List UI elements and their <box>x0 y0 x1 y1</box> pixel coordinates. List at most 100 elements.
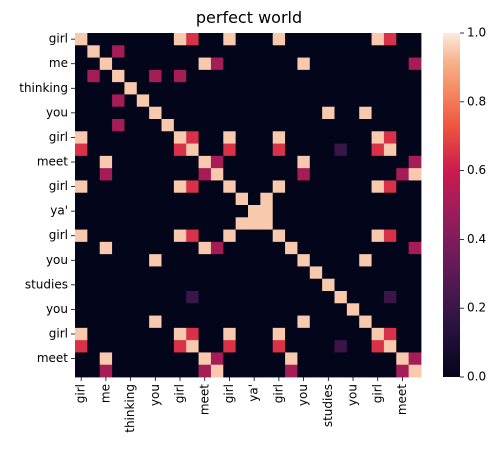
heatmap-cell <box>112 229 125 243</box>
heatmap-cell <box>322 131 335 144</box>
heatmap-cell <box>173 69 187 83</box>
heatmap-cell <box>210 254 224 267</box>
heatmap-cell <box>112 266 125 280</box>
heatmap-cell <box>198 106 212 120</box>
heatmap-cell <box>235 352 249 366</box>
heatmap-cell <box>75 278 88 292</box>
y-tick-label: girl <box>49 228 68 242</box>
heatmap-cell <box>248 155 261 169</box>
heatmap-cell <box>223 340 237 353</box>
heatmap-cell <box>124 94 138 108</box>
heatmap-cell <box>297 143 311 157</box>
heatmap-cell <box>322 192 335 206</box>
heatmap-cell <box>99 94 113 108</box>
heatmap-cell <box>383 205 397 218</box>
heatmap-cell <box>309 327 323 341</box>
heatmap-cell <box>260 205 274 218</box>
heatmap-cell <box>75 69 88 83</box>
heatmap-cell <box>272 33 286 46</box>
heatmap-cell <box>260 131 274 144</box>
heatmap-cell <box>371 229 385 243</box>
heatmap-cell <box>297 82 311 95</box>
heatmap-cell <box>359 119 372 132</box>
heatmap-cell <box>136 57 150 71</box>
colorbar-gradient <box>443 33 460 377</box>
heatmap-cell <box>173 33 187 46</box>
heatmap-cell <box>124 340 138 353</box>
heatmap-cell <box>75 82 88 95</box>
heatmap-cell <box>186 180 199 194</box>
heatmap-cell <box>210 192 224 206</box>
heatmap-cell <box>124 143 138 157</box>
heatmap-cell <box>371 303 385 316</box>
heatmap-cell <box>210 266 224 280</box>
heatmap-cell <box>99 205 113 218</box>
heatmap-cell <box>334 291 348 304</box>
heatmap-cell <box>124 364 138 378</box>
heatmap-cell <box>248 82 261 95</box>
heatmap-cell <box>186 57 199 71</box>
heatmap-cell <box>272 143 286 157</box>
heatmap-cell <box>285 119 298 132</box>
x-tick-label: girl <box>271 384 285 403</box>
heatmap-cell <box>235 254 249 267</box>
heatmap-cell <box>272 45 286 58</box>
heatmap-cell <box>223 303 237 316</box>
heatmap-cell <box>198 291 212 304</box>
heatmap-cell <box>124 180 138 194</box>
heatmap-cell <box>99 192 113 206</box>
heatmap-cell <box>112 180 125 194</box>
heatmap-cell <box>87 352 101 366</box>
heatmap-cell <box>210 45 224 58</box>
heatmap-cell <box>359 131 372 144</box>
heatmap-cell <box>99 303 113 316</box>
heatmap-cell <box>186 155 199 169</box>
heatmap-cell <box>272 315 286 329</box>
heatmap-cell <box>99 57 113 71</box>
heatmap-cell <box>383 119 397 132</box>
heatmap-cell <box>112 254 125 267</box>
heatmap-cell <box>186 119 199 132</box>
heatmap-cell <box>309 303 323 316</box>
heatmap-cell <box>272 119 286 132</box>
heatmap-cell <box>309 33 323 46</box>
heatmap-cell <box>223 82 237 95</box>
heatmap-cell <box>322 241 335 255</box>
heatmap-cell <box>124 57 138 71</box>
heatmap-cell <box>112 327 125 341</box>
heatmap-cell <box>99 327 113 341</box>
heatmap-cell <box>173 82 187 95</box>
heatmap-cell <box>235 69 249 83</box>
heatmap-cell <box>383 180 397 194</box>
heatmap-cell <box>235 143 249 157</box>
heatmap-cell <box>124 69 138 83</box>
heatmap-cell <box>346 229 360 243</box>
heatmap-cell <box>136 45 150 58</box>
heatmap-cell <box>248 45 261 58</box>
heatmap-cell <box>297 340 311 353</box>
heatmap-cell <box>285 291 298 304</box>
heatmap-cell <box>297 217 311 230</box>
heatmap-cell <box>112 45 125 58</box>
heatmap-cell <box>297 315 311 329</box>
heatmap-cell <box>235 45 249 58</box>
heatmap-cell <box>235 168 249 181</box>
heatmap-cell <box>322 315 335 329</box>
heatmap-cell <box>87 327 101 341</box>
heatmap-cell <box>161 291 175 304</box>
heatmap-cell <box>173 315 187 329</box>
y-tick-label: girl <box>49 327 68 341</box>
heatmap-cell <box>285 94 298 108</box>
heatmap-cell <box>272 192 286 206</box>
heatmap-cell <box>359 352 372 366</box>
heatmap-cell <box>396 229 410 243</box>
y-axis: girl me thinking you girl meet girl ya' girl you s… <box>19 32 75 365</box>
y-tick-label: ya' <box>50 204 68 218</box>
heatmap-cell <box>383 364 397 378</box>
heatmap-cell <box>124 327 138 341</box>
heatmap-cell <box>371 278 385 292</box>
heatmap-cell <box>112 278 125 292</box>
heatmap-cell <box>87 33 101 46</box>
heatmap-cell <box>112 192 125 206</box>
heatmap-cell <box>260 278 274 292</box>
